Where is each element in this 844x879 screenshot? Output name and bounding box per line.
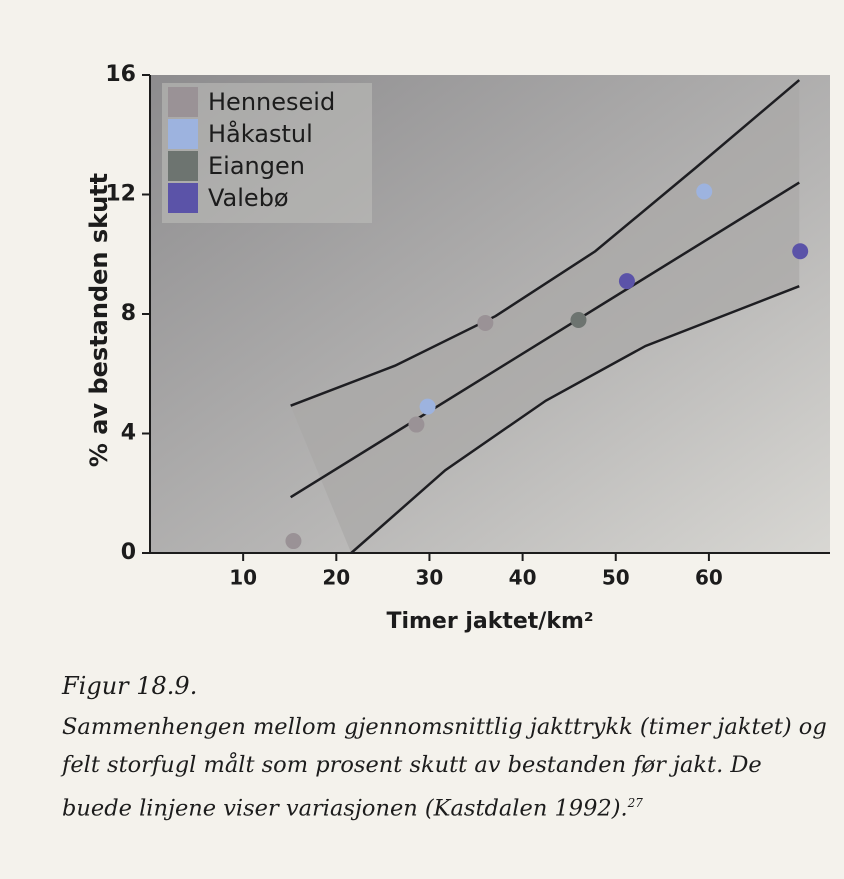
figure-title: Figur 18.9.	[62, 672, 198, 700]
x-axis-label: Timer jaktet/km²	[386, 609, 593, 634]
data-point	[696, 183, 713, 200]
legend-label: Valebø	[208, 184, 289, 212]
chart: % av bestanden skutt Timer jaktet/km² 0 4…	[85, 62, 830, 634]
y-tick-label: 0	[121, 540, 136, 565]
curve	[350, 285, 800, 554]
y-tick-label: 12	[105, 182, 136, 207]
legend-label: Eiangen	[208, 152, 305, 180]
data-point	[419, 398, 436, 415]
curve	[289, 181, 800, 499]
x-tick-label: 50	[602, 566, 630, 590]
legend-swatch	[168, 183, 198, 213]
data-point	[618, 273, 635, 290]
legend-swatch	[168, 119, 198, 149]
data-point	[408, 416, 425, 433]
y-tick-label: 4	[121, 421, 136, 446]
x-tick-label: 10	[229, 566, 257, 590]
figure-caption: Sammenhengen mellom gjennomsnittlig jakt…	[62, 708, 832, 828]
legend-label: Henneseid	[208, 88, 335, 116]
legend-swatch	[168, 151, 198, 181]
data-point	[477, 314, 494, 331]
data-point	[792, 243, 809, 260]
legend-label: Håkastul	[208, 119, 313, 148]
footnote-ref: 27	[627, 796, 643, 810]
y-tick-label: 8	[121, 301, 136, 326]
x-tick-label: 30	[416, 566, 444, 590]
curve	[290, 79, 801, 407]
y-tick-label: 16	[105, 62, 136, 87]
x-tick-label: 40	[509, 566, 537, 590]
data-point	[285, 533, 302, 550]
legend-swatch	[168, 87, 198, 117]
x-tick-label: 20	[322, 566, 350, 590]
variation-band	[290, 80, 800, 554]
data-point	[570, 311, 587, 328]
x-tick-label: 60	[695, 566, 723, 590]
caption-text: Sammenhengen mellom gjennomsnittlig jakt…	[62, 714, 827, 822]
y-axis-label: % av bestanden skutt	[85, 173, 113, 467]
